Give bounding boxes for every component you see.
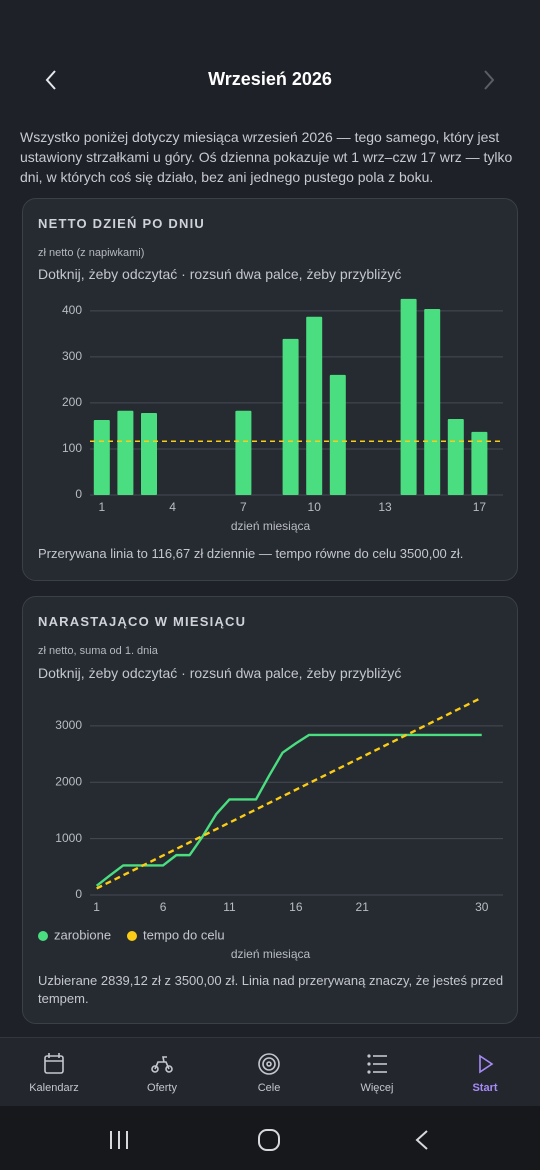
legend-label: tempo do celu [143,927,225,942]
charts: 0 100 200 300 400 1 4 7 10 13 17 dzień miesiąca 0 100… [38,298,503,961]
y-tick-label: 100 [62,441,82,455]
bar [471,431,488,495]
y-tick-label: 0 [75,887,82,901]
bar [400,298,417,495]
y-tick-label: 0 [75,487,82,501]
scooter-icon[interactable] [151,1056,173,1073]
card-subtitle: zł netto (z napiwkami) [38,247,145,259]
y-tick-label: 300 [62,349,82,363]
x-tick-label: 10 [308,500,322,514]
system-nav [0,1106,540,1170]
x-tick-label: 17 [473,500,487,514]
bar [141,413,157,495]
card-title: NETTO DZIEŃ PO DNIU [38,216,206,231]
bar [329,374,346,495]
x-tick-label: 30 [475,900,489,914]
y-tick-label: 400 [62,303,82,317]
y-tick-label: 200 [62,395,82,409]
card-subtitle: zł netto, suma od 1. dnia [38,645,158,657]
card-hint: Dotknij, żeby odczytać · rozsuń dwa palc… [38,665,402,681]
x-tick-label: 21 [356,900,370,914]
back-arrow[interactable] [40,68,64,92]
x-tick-label: 11 [223,900,236,914]
x-axis-label: dzień miesiąca [231,947,311,961]
system-buttons [110,1129,428,1151]
card-hint: Dotknij, żeby odczytać · rozsuń dwa palc… [38,266,402,282]
bar [447,419,464,495]
x-tick-label: 1 [98,500,105,514]
x-tick-label: 4 [169,500,176,514]
y-tick-label: 3000 [55,718,82,732]
y-tick-label: 1000 [55,831,82,845]
nav-label[interactable]: Więcej [360,1082,394,1094]
nav-label[interactable]: Kalendarz [29,1082,79,1094]
legend-label: zarobione [54,927,111,942]
x-axis-label: dzień miesiąca [231,519,311,533]
card-title: NARASTAJĄCO W MIESIĄCU [38,614,247,629]
x-tick-label: 1 [93,900,100,914]
start-icon[interactable] [479,1054,494,1074]
nav-label[interactable]: Cele [257,1082,281,1094]
list-icon[interactable] [367,1054,387,1074]
x-tick-label: 7 [240,500,247,514]
header-title: Wrzesień 2026 [208,69,332,89]
bar [117,410,134,495]
target-icon[interactable] [258,1053,280,1075]
calendar-icon[interactable] [44,1055,64,1074]
home-button[interactable] [258,1129,280,1151]
bar [235,410,252,495]
bar [424,308,441,495]
back-button[interactable] [415,1130,428,1150]
bar [282,338,299,495]
line-series [95,733,482,887]
legend-swatch [127,931,137,941]
card-note: Uzbierane 2839,12 zł z 3500,00 zł. Linia… [38,973,504,1006]
x-tick-label: 13 [378,500,392,514]
y-tick-label: 2000 [55,774,82,788]
card [22,596,518,1024]
x-tick-label: 6 [160,900,167,914]
line-series [96,696,483,890]
forward-arrow[interactable] [476,68,500,92]
bar [93,419,110,495]
intro-text: Wszystko poniżej dotyczy miesiąca wrzesi… [20,129,513,185]
recent-apps-button[interactable] [110,1131,128,1149]
nav-label[interactable]: Start [472,1082,498,1094]
nav-label[interactable]: Oferty [147,1082,177,1094]
card-note: Przerywana linia to 116,67 zł dziennie —… [38,546,464,561]
bar [306,316,323,495]
nav-icons [44,1053,494,1075]
bottom-nav [0,1037,540,1107]
x-tick-label: 16 [289,900,303,914]
legend-swatch [38,931,48,941]
